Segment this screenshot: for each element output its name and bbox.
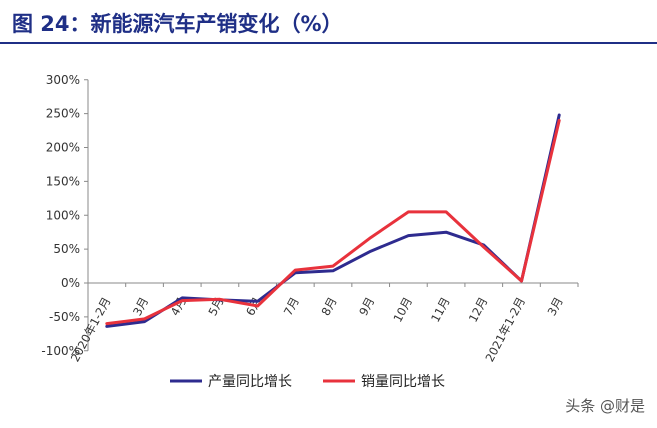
y-tick-label: 250% bbox=[46, 107, 80, 121]
legend-label: 销量同比增长 bbox=[361, 374, 445, 390]
x-tick-label: 9月 bbox=[356, 295, 377, 318]
x-tick-label: 3月 bbox=[130, 295, 151, 318]
y-tick-label: 100% bbox=[46, 208, 80, 222]
y-tick-label: 200% bbox=[46, 141, 80, 155]
x-tick-label: 12月 bbox=[466, 295, 491, 325]
x-tick-label: 8月 bbox=[318, 295, 339, 318]
x-tick-label: 2020年1-2月 bbox=[68, 295, 114, 364]
y-tick-label: 300% bbox=[46, 73, 80, 87]
x-tick-label: 2021年1-2月 bbox=[482, 295, 528, 364]
legend-label: 产量同比增长 bbox=[208, 374, 292, 390]
y-tick-label: 150% bbox=[46, 174, 80, 188]
watermark: 头条 @财是 bbox=[565, 397, 645, 415]
x-tick-label: 3月 bbox=[545, 295, 566, 318]
y-tick-label: -50% bbox=[49, 310, 80, 324]
series-line bbox=[105, 118, 561, 326]
figure-header: 图 24：新能源汽车产销变化（%） bbox=[0, 0, 657, 44]
y-tick-label: 50% bbox=[53, 242, 80, 256]
chart-title: 图 24：新能源汽车产销变化（%） bbox=[12, 12, 343, 36]
x-tick-label: 10月 bbox=[390, 295, 415, 325]
y-tick-label: 0% bbox=[61, 276, 80, 290]
series-line bbox=[105, 113, 561, 328]
y-tick-label: -100% bbox=[41, 344, 80, 358]
x-tick-label: 7月 bbox=[281, 295, 302, 318]
x-tick-label: 11月 bbox=[428, 295, 453, 325]
title-divider bbox=[0, 42, 657, 44]
